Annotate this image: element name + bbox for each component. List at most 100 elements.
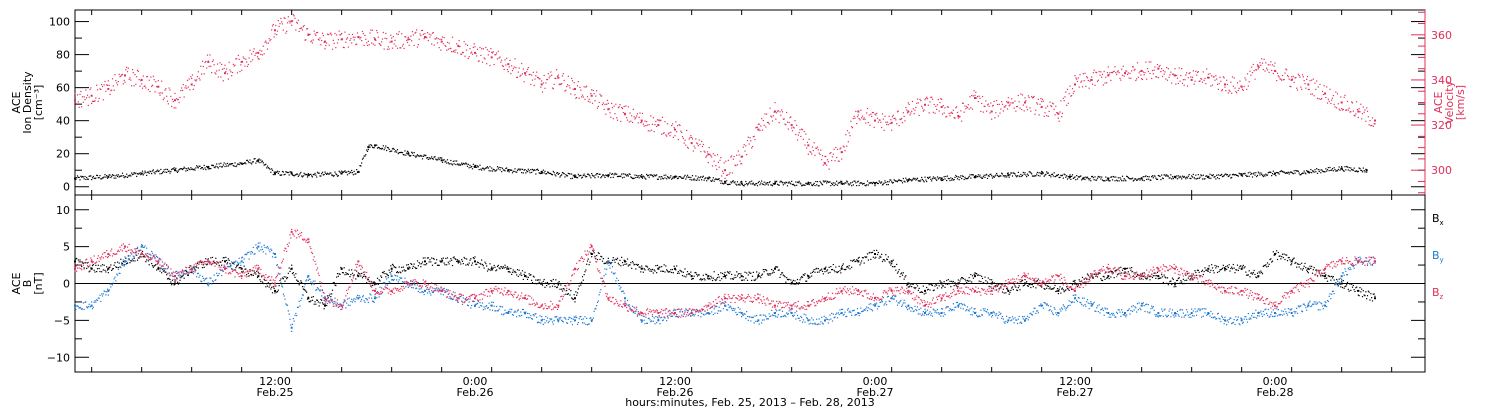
data-point bbox=[1014, 100, 1016, 102]
data-point bbox=[1361, 288, 1363, 290]
data-point bbox=[566, 175, 568, 177]
data-point bbox=[171, 279, 174, 281]
data-point bbox=[451, 259, 453, 261]
data-point bbox=[291, 174, 294, 176]
data-point bbox=[491, 266, 493, 268]
data-point bbox=[166, 274, 168, 276]
data-point bbox=[483, 169, 485, 171]
data-point bbox=[1331, 99, 1333, 101]
data-point bbox=[271, 292, 274, 294]
data-point bbox=[221, 68, 224, 70]
data-point bbox=[804, 273, 806, 275]
data-point bbox=[471, 264, 473, 266]
data-point bbox=[713, 271, 715, 273]
data-point bbox=[1316, 80, 1318, 82]
data-point bbox=[530, 168, 532, 171]
data-point bbox=[596, 107, 599, 109]
data-point bbox=[189, 169, 191, 171]
data-point bbox=[557, 74, 559, 76]
data-point bbox=[152, 169, 154, 171]
data-point bbox=[915, 287, 917, 289]
data-point bbox=[569, 173, 571, 175]
data-point bbox=[958, 282, 960, 284]
data-point bbox=[632, 108, 634, 110]
data-point bbox=[775, 118, 777, 120]
data-point bbox=[1303, 265, 1305, 267]
data-point bbox=[1157, 77, 1159, 79]
data-point bbox=[1195, 70, 1197, 72]
data-point bbox=[978, 95, 980, 97]
data-point bbox=[1334, 106, 1336, 108]
data-point bbox=[840, 147, 842, 149]
data-point bbox=[1064, 174, 1066, 176]
data-point bbox=[213, 262, 215, 264]
data-point bbox=[863, 117, 865, 119]
data-point bbox=[1229, 174, 1231, 176]
data-point bbox=[1178, 67, 1180, 69]
data-point bbox=[86, 267, 88, 270]
data-point bbox=[680, 176, 682, 178]
data-point bbox=[385, 276, 387, 278]
data-point bbox=[925, 179, 927, 181]
data-point bbox=[361, 158, 364, 160]
data-point bbox=[1310, 168, 1312, 171]
data-point bbox=[823, 181, 825, 183]
data-point bbox=[1124, 271, 1126, 273]
data-point bbox=[846, 130, 849, 132]
data-point bbox=[626, 263, 628, 265]
data-point bbox=[714, 279, 716, 281]
data-point bbox=[888, 181, 890, 183]
data-point bbox=[318, 172, 320, 174]
data-point bbox=[550, 279, 552, 282]
data-point bbox=[220, 76, 222, 78]
data-point bbox=[633, 116, 635, 118]
data-point bbox=[916, 283, 918, 285]
data-point bbox=[1025, 100, 1027, 102]
data-point bbox=[1308, 88, 1310, 91]
data-point bbox=[1064, 96, 1066, 98]
data-point bbox=[244, 268, 246, 270]
data-point bbox=[1206, 68, 1208, 70]
data-point bbox=[1337, 285, 1339, 287]
data-point bbox=[1278, 173, 1280, 175]
data-point bbox=[876, 253, 879, 256]
data-point bbox=[1251, 272, 1253, 274]
data-point bbox=[422, 33, 424, 35]
data-point bbox=[1219, 174, 1221, 176]
data-point bbox=[972, 277, 974, 279]
data-point bbox=[1122, 65, 1124, 67]
data-point bbox=[874, 113, 876, 115]
data-point bbox=[666, 178, 668, 180]
data-point bbox=[931, 180, 933, 182]
data-point bbox=[750, 183, 752, 185]
data-point bbox=[212, 260, 214, 262]
data-point bbox=[700, 150, 702, 153]
data-point bbox=[894, 265, 896, 268]
data-point bbox=[736, 271, 738, 273]
data-point bbox=[474, 165, 476, 168]
data-point bbox=[907, 110, 910, 113]
data-point bbox=[309, 33, 311, 35]
data-point bbox=[335, 284, 337, 287]
data-point bbox=[579, 86, 581, 88]
data-point bbox=[718, 178, 720, 180]
data-point bbox=[961, 277, 964, 279]
data-point bbox=[726, 180, 728, 182]
data-point bbox=[1086, 176, 1089, 178]
data-point bbox=[341, 38, 344, 40]
data-point bbox=[1178, 277, 1180, 279]
data-point bbox=[923, 293, 925, 295]
data-point bbox=[410, 154, 412, 157]
data-point bbox=[321, 173, 323, 175]
data-point bbox=[315, 174, 317, 176]
data-point bbox=[718, 276, 720, 278]
data-point bbox=[1254, 174, 1256, 176]
data-point bbox=[448, 42, 450, 44]
data-point bbox=[306, 28, 308, 30]
data-point bbox=[470, 166, 472, 168]
data-point bbox=[441, 161, 444, 163]
data-point bbox=[100, 178, 102, 180]
data-point bbox=[392, 264, 394, 266]
data-point bbox=[433, 258, 435, 260]
data-point bbox=[201, 267, 204, 269]
